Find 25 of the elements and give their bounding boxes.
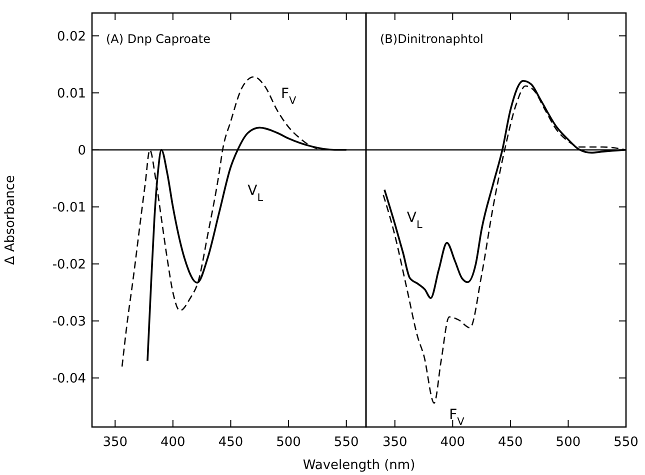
- y-tick-label: -0.01: [52, 200, 86, 216]
- x-tick-label: 550: [614, 435, 638, 450]
- series-label: V$_{L}$: [406, 210, 422, 231]
- text: (A) Dnp Caproate: [106, 32, 210, 46]
- x-axis-title: Wavelength (nm): [302, 458, 416, 473]
- y-tick-label: -0.04: [52, 372, 86, 387]
- text: (B)Dinitronaphtol: [380, 32, 484, 46]
- x-tick-label: 500: [276, 435, 301, 450]
- y-tick-label: -0.02: [52, 257, 86, 272]
- x-tick-label: 450: [498, 435, 523, 450]
- series-label: V$_{L}$: [248, 182, 264, 204]
- y-tick-label: -0.03: [52, 314, 86, 330]
- y-tick-label: 0: [78, 143, 86, 158]
- x-tick-label: 350: [102, 435, 128, 450]
- x-tick-label: 550: [334, 435, 359, 450]
- x-tick-label: 500: [556, 435, 581, 450]
- x-tick-label: 450: [218, 435, 244, 450]
- y-tick-label: 0.01: [57, 86, 86, 102]
- x-tick-label: 400: [440, 435, 466, 450]
- x-tick-label: 350: [382, 435, 408, 450]
- series-label: F$_{V}$: [449, 406, 466, 428]
- y-tick-label: 0.02: [57, 29, 86, 44]
- series-label: F$_{V}$: [280, 86, 298, 107]
- y-axis-title: Δ Absorbance: [3, 175, 18, 265]
- x-tick-label: 400: [160, 435, 186, 450]
